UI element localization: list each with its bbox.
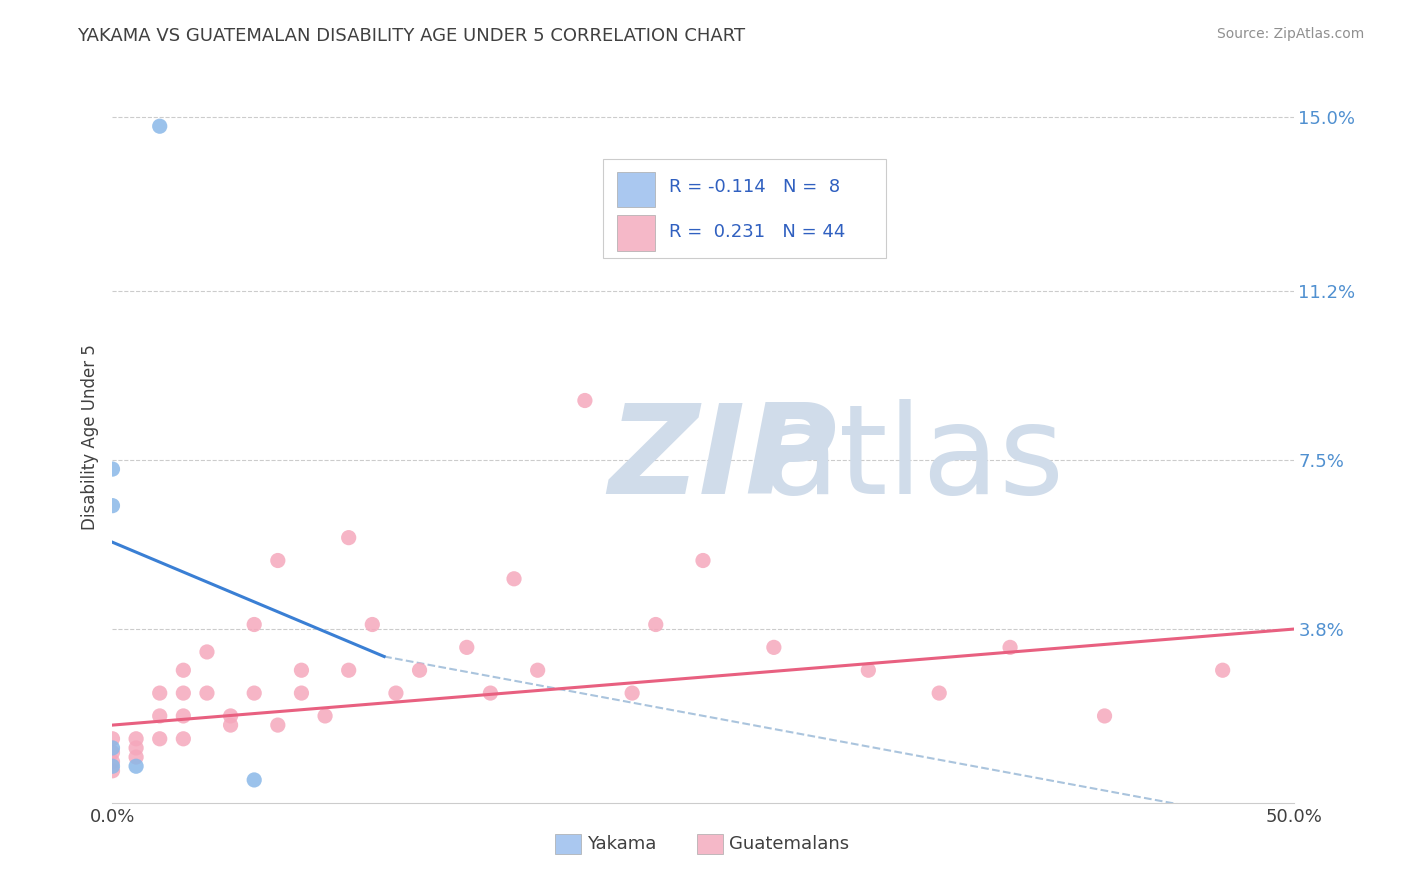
Text: Guatemalans: Guatemalans [728,835,849,853]
Point [998,640,1021,655]
Point [385,686,408,700]
Point [101,759,124,773]
Point [219,718,242,732]
Text: Source: ZipAtlas.com: Source: ZipAtlas.com [1216,27,1364,41]
Point [574,393,596,408]
Point [101,746,124,760]
Point [267,718,290,732]
Point [101,731,124,746]
Point [149,120,172,134]
Point [149,731,172,746]
Point [1212,663,1234,677]
Point [195,686,218,700]
Text: atlas: atlas [762,399,1064,519]
Point [762,640,785,655]
Point [101,499,124,513]
Point [172,663,194,677]
Text: R = -0.114   N =  8: R = -0.114 N = 8 [669,178,839,196]
Point [149,709,172,723]
FancyBboxPatch shape [555,833,581,854]
Point [172,709,194,723]
Point [125,740,148,755]
Point [172,686,194,700]
Point [172,731,194,746]
Point [149,686,172,700]
FancyBboxPatch shape [617,216,655,251]
Point [503,572,526,586]
Point [125,750,148,764]
Point [101,764,124,778]
Point [1094,709,1116,723]
Text: ZIP: ZIP [609,399,837,519]
Point [101,462,124,476]
Text: R =  0.231   N = 44: R = 0.231 N = 44 [669,223,845,241]
Point [243,617,266,632]
Point [337,531,360,545]
Point [101,755,124,769]
Point [526,663,548,677]
Point [243,772,266,787]
Point [267,553,290,567]
Point [219,709,242,723]
FancyBboxPatch shape [697,833,723,854]
Point [621,686,644,700]
Text: YAKAMA VS GUATEMALAN DISABILITY AGE UNDER 5 CORRELATION CHART: YAKAMA VS GUATEMALAN DISABILITY AGE UNDE… [77,27,745,45]
Point [928,686,950,700]
FancyBboxPatch shape [603,159,886,258]
Point [858,663,880,677]
Text: Yakama: Yakama [588,835,657,853]
Point [243,686,266,700]
Point [456,640,478,655]
Point [314,709,336,723]
Point [290,663,312,677]
Point [479,686,502,700]
Point [101,740,124,755]
Point [125,759,148,773]
Y-axis label: Disability Age Under 5: Disability Age Under 5 [80,344,98,530]
Point [692,553,714,567]
Point [125,731,148,746]
Point [408,663,430,677]
Point [290,686,312,700]
Point [361,617,384,632]
FancyBboxPatch shape [617,171,655,207]
Point [337,663,360,677]
Point [644,617,666,632]
Point [195,645,218,659]
